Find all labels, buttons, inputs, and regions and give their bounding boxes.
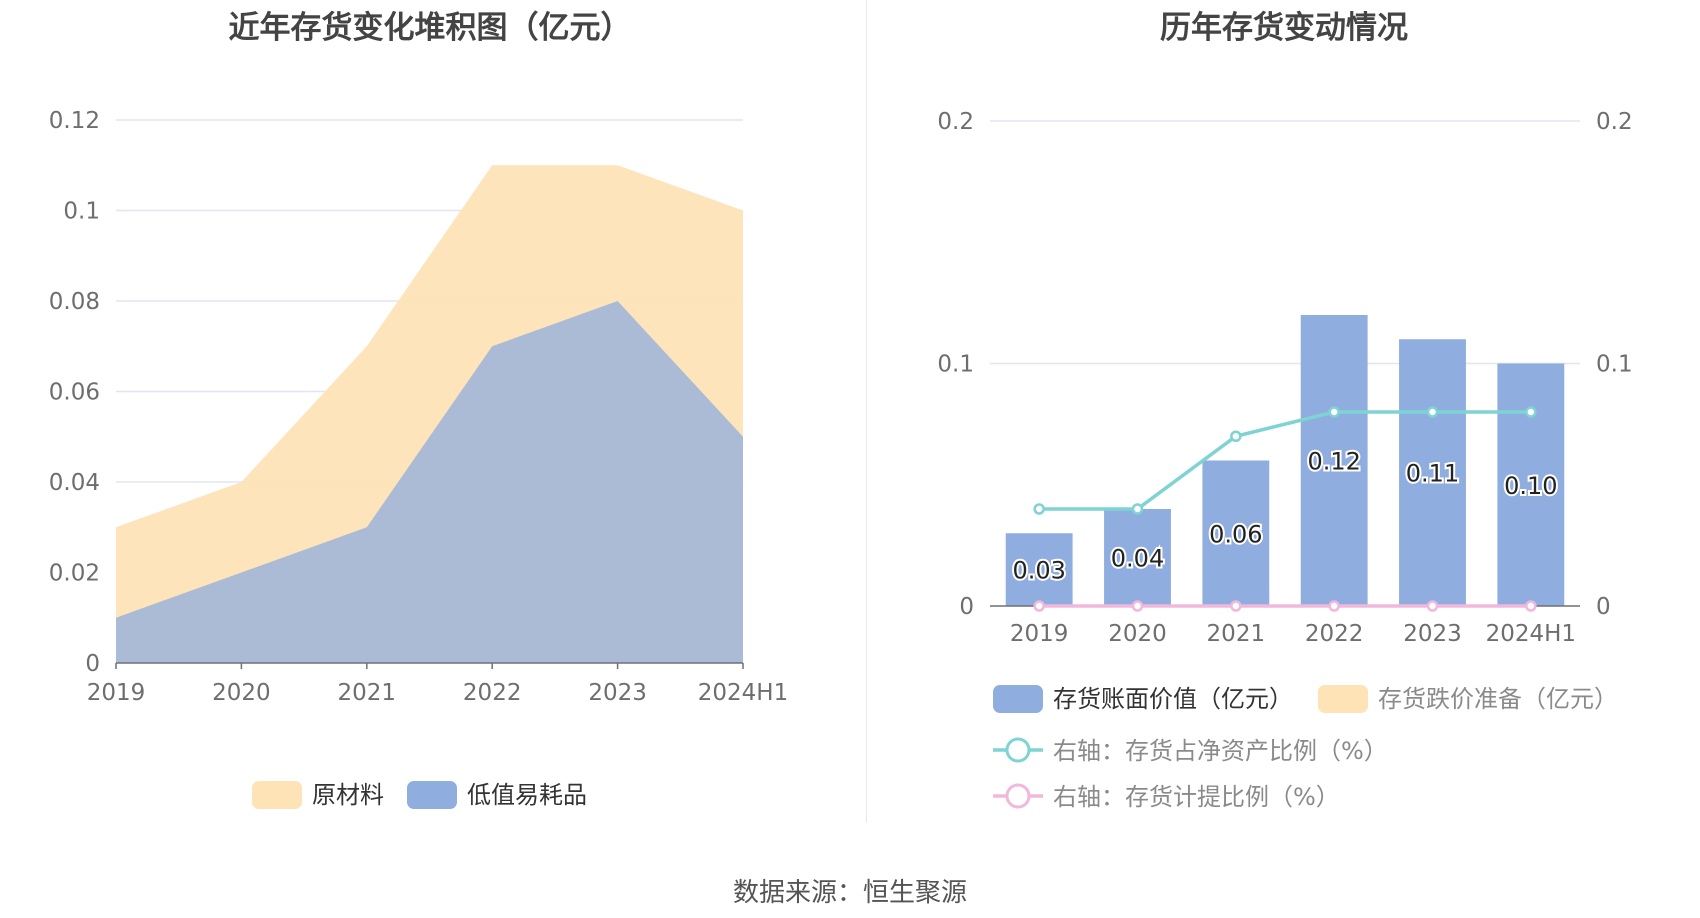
left-legend-swatch [407, 781, 457, 809]
left-legend-label: 原材料 [312, 781, 384, 809]
left-x-tick-label: 2019 [87, 680, 146, 706]
right-legend-marker [1005, 783, 1031, 809]
right-chart-title: 历年存货变动情况 [1160, 10, 1408, 46]
net-asset-ratio-point [1131, 503, 1144, 515]
bar-data-label: 0.06 [1209, 520, 1262, 548]
bar-data-label: 0.10 [1504, 472, 1557, 500]
right-legend-label: 右轴：存货占净资产比例（%） [1053, 737, 1388, 765]
inventory-bar [1399, 339, 1466, 606]
bar-data-label: 0.04 [1111, 545, 1164, 573]
right-legend-swatch [1318, 685, 1368, 713]
left-y-tick-label: 0 [85, 651, 100, 677]
left-legend-label: 低值易耗品 [467, 781, 587, 809]
net-asset-ratio-point [1328, 406, 1340, 418]
left-y-tick-label: 0.08 [49, 289, 100, 315]
left-y-tick-label: 0.06 [49, 380, 100, 406]
data-source: 数据来源：恒生聚源 [732, 878, 967, 908]
inventory-bar [1005, 533, 1073, 606]
net-asset-ratio-point [1525, 406, 1537, 418]
right-y-tick-label: 0.1 [937, 352, 974, 378]
left-x-tick-label: 2021 [338, 680, 397, 706]
left-y-tick-label: 0.12 [49, 108, 100, 134]
provision-ratio-point [1525, 600, 1537, 612]
left-x-tick-label: 2020 [212, 680, 271, 706]
left-y-tick-label: 0.1 [63, 199, 100, 225]
right-legend-label: 存货账面价值（亿元） [1053, 685, 1293, 713]
net-asset-ratio-point [1426, 406, 1439, 418]
provision-ratio-point [1033, 600, 1045, 612]
provision-ratio-point [1230, 600, 1242, 612]
right-y-tick-label: 0 [959, 594, 974, 620]
net-asset-ratio-line [1039, 410, 1531, 511]
left-chart-title: 近年存货变化堆积图（亿元） [228, 10, 632, 46]
left-legend-swatch [252, 781, 302, 809]
net-asset-ratio-point [1033, 503, 1045, 515]
left-y-tick-label: 0.04 [49, 470, 100, 496]
right-y2-tick-label: 0.1 [1596, 352, 1633, 378]
right-legend-label: 存货跌价准备（亿元） [1378, 685, 1618, 713]
left-x-tick-label: 2024H1 [698, 680, 788, 706]
right-legend-marker [1005, 737, 1031, 763]
bar-data-label: 0.12 [1307, 448, 1360, 476]
right-x-tick-label: 2023 [1403, 621, 1462, 647]
right-x-tick-label: 2024H1 [1486, 621, 1576, 647]
right-x-tick-label: 2021 [1207, 621, 1266, 647]
inventory-bar [1202, 460, 1270, 606]
inventory-bar [1300, 315, 1368, 606]
inventory-bar [1104, 509, 1171, 606]
left-x-tick-label: 2022 [463, 680, 522, 706]
net-asset-ratio-point [1230, 430, 1242, 442]
right-x-tick-label: 2019 [1010, 621, 1069, 647]
right-y2-tick-label: 0 [1596, 594, 1611, 620]
provision-ratio-point [1131, 600, 1144, 612]
right-legend-label: 右轴：存货计提比例（%） [1053, 783, 1340, 811]
right-x-tick-label: 2020 [1108, 621, 1167, 647]
bar-data-label: 0.11 [1406, 460, 1459, 488]
provision-ratio-point [1426, 600, 1439, 612]
right-x-tick-label: 2022 [1305, 621, 1364, 647]
area-low-value-consumables [116, 301, 743, 663]
right-legend-swatch [993, 685, 1043, 713]
left-y-tick-label: 0.02 [49, 561, 100, 587]
left-x-tick-label: 2023 [588, 680, 647, 706]
inventory-bar [1497, 363, 1565, 606]
provision-ratio-point [1328, 600, 1340, 612]
bar-data-label: 0.03 [1012, 557, 1065, 585]
right-y-tick-label: 0.2 [937, 109, 974, 135]
panel-divider [866, 0, 867, 822]
right-y2-tick-label: 0.2 [1596, 109, 1633, 135]
